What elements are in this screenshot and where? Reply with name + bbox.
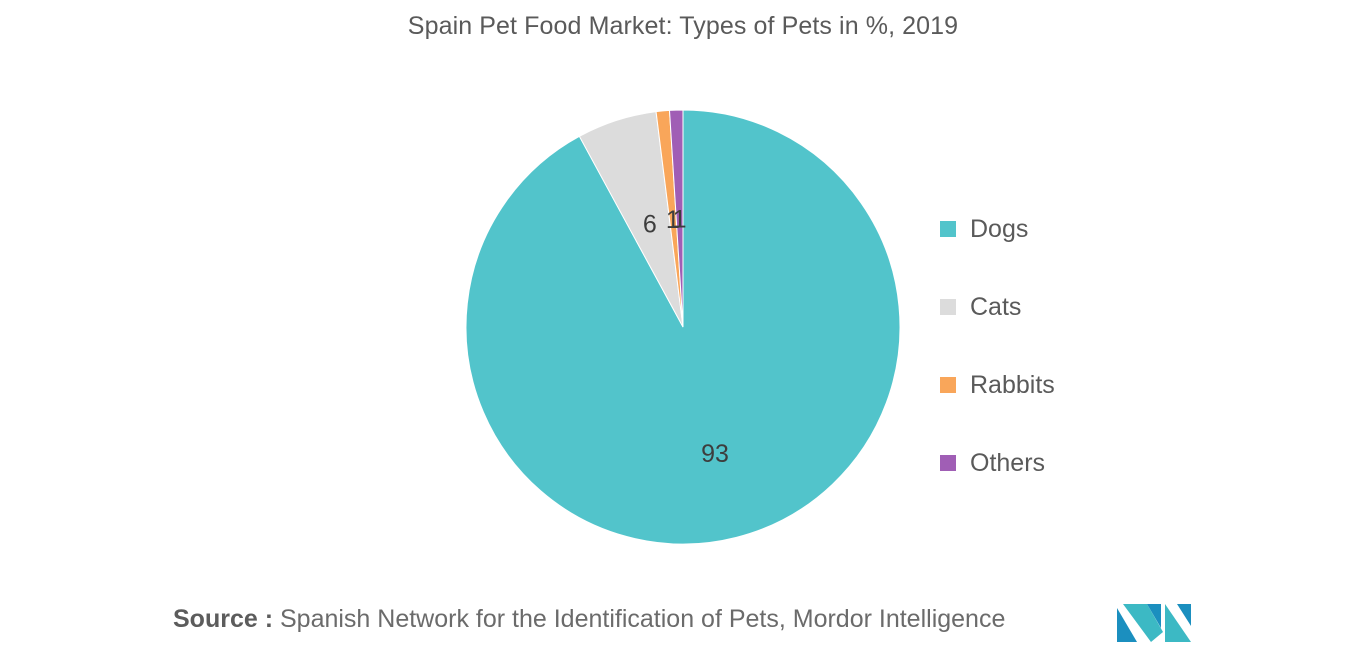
source-prefix: Source : [173, 605, 274, 633]
logo-shape-right [1165, 604, 1191, 642]
legend-swatch [940, 455, 956, 471]
legend-label: Cats [970, 292, 1022, 321]
legend-label: Others [970, 448, 1046, 477]
source-note: Source : Spanish Network for the Identif… [173, 605, 1005, 634]
source-text: Spanish Network for the Identification o… [279, 605, 1006, 633]
legend-item-others: Others [940, 424, 1055, 502]
logo-shape-left-accent [1123, 604, 1163, 642]
legend-label: Dogs [970, 214, 1029, 243]
mordor-intelligence-logo-icon [1117, 604, 1191, 642]
logo-shape-mid [1147, 604, 1161, 628]
legend-swatch [940, 377, 956, 393]
data-label-others: 1 [673, 206, 687, 234]
legend-item-dogs: Dogs [940, 190, 1055, 268]
data-label-dogs: 93 [701, 440, 729, 468]
chart-legend: Dogs Cats Rabbits Others [940, 190, 1055, 502]
logo-shape-left [1117, 608, 1137, 642]
legend-swatch [940, 299, 956, 315]
chart-title: Spain Pet Food Market: Types of Pets in … [407, 12, 959, 40]
legend-item-rabbits: Rabbits [940, 346, 1055, 424]
pie-slice-others [668, 109, 684, 328]
legend-item-cats: Cats [940, 268, 1055, 346]
data-label-cats: 6 [643, 211, 657, 239]
data-label-rabbits: 1 [666, 206, 680, 234]
legend-label: Rabbits [970, 370, 1055, 399]
legend-swatch [940, 221, 956, 237]
logo-shape-right-bar [1177, 604, 1191, 626]
